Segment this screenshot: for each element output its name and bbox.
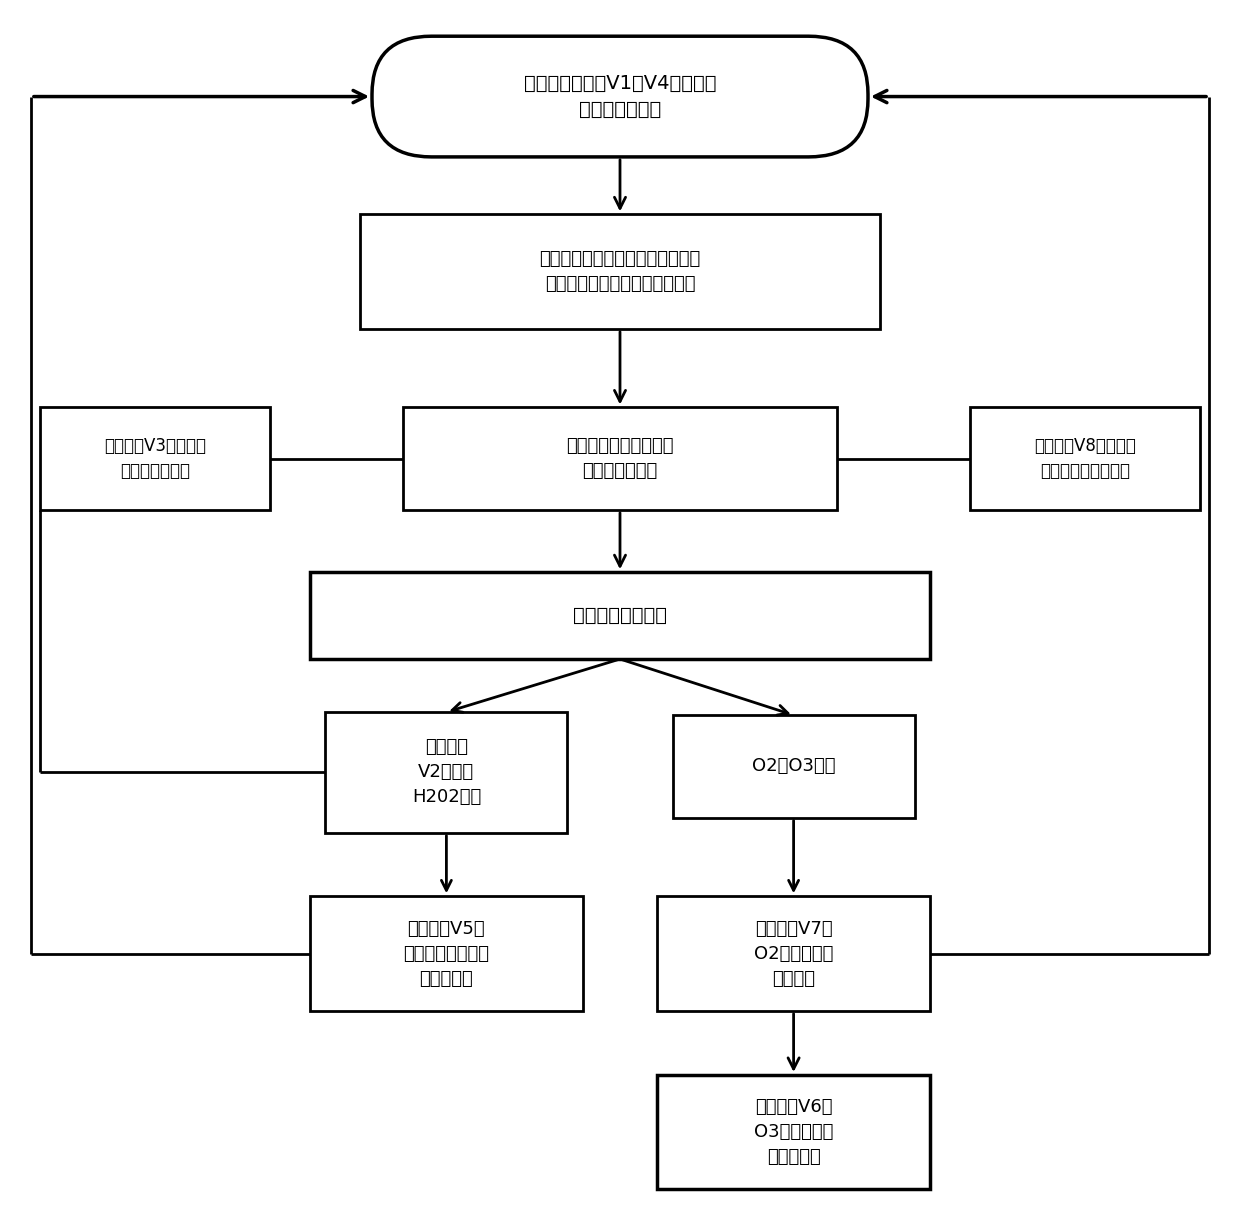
Bar: [657, 897, 930, 1011]
FancyBboxPatch shape: [372, 36, 868, 157]
Text: 打开介质阻挡放电电源
激励反应器放电: 打开介质阻挡放电电源 激励反应器放电: [567, 437, 673, 480]
Bar: [672, 715, 915, 818]
Text: 打开阀门V7，
O2进入储存器
形成压差: 打开阀门V7， O2进入储存器 形成压差: [754, 920, 833, 987]
Text: 首先进行气液分离: 首先进行气液分离: [573, 606, 667, 625]
Text: 调节气液压力与流量，控制雾化含
水率与颗粒大小，形成水雾射流: 调节气液压力与流量，控制雾化含 水率与颗粒大小，形成水雾射流: [539, 250, 701, 293]
Bar: [40, 408, 270, 509]
Bar: [310, 897, 583, 1011]
Bar: [310, 572, 930, 659]
Text: O2、O3分离: O2、O3分离: [751, 758, 836, 775]
Bar: [403, 408, 837, 509]
Text: 打开阀门
V2，进行
H202分离: 打开阀门 V2，进行 H202分离: [412, 739, 481, 806]
Text: 打开阀门V5，
双氧水进入储存器
待后续利用: 打开阀门V5， 双氧水进入储存器 待后续利用: [403, 920, 490, 987]
Bar: [360, 215, 880, 328]
Text: 打开初始端阀门V1、V4以及气源
泵入溶液与氧气: 打开初始端阀门V1、V4以及气源 泵入溶液与氧气: [523, 74, 717, 119]
Bar: [657, 1074, 930, 1190]
Bar: [970, 408, 1200, 509]
Bar: [325, 712, 567, 833]
Text: 打开阀门V8，通过气
泵进入初始端气源处: 打开阀门V8，通过气 泵进入初始端气源处: [1034, 437, 1136, 480]
Text: 打开阀门V6，
O3进入储存器
待后续利用: 打开阀门V6， O3进入储存器 待后续利用: [754, 1098, 833, 1166]
Text: 打开阀门V3，剩余溶
液循环至入口处: 打开阀门V3，剩余溶 液循环至入口处: [104, 437, 206, 480]
